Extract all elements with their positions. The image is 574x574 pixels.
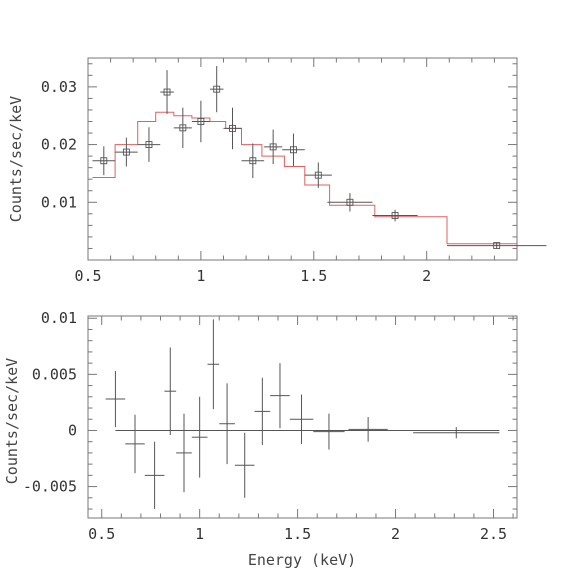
square-marker (197, 118, 205, 125)
residual-data-point (234, 432, 255, 498)
residual-data-point (313, 413, 345, 450)
square-marker (269, 143, 277, 151)
spectrum-data-point (173, 107, 192, 149)
residual-data-point (270, 363, 290, 429)
y-tick-label: 0.005 (32, 365, 77, 383)
spectrum-data-points (92, 66, 547, 250)
square-marker (346, 198, 354, 206)
square-marker (290, 146, 297, 154)
spectrum-data-point (447, 242, 547, 250)
residuals-plot-frame (87, 315, 518, 519)
residuals-x-tick-labels: 0.5 1 1.5 2 2.5 (88, 525, 507, 543)
square-marker (179, 124, 187, 132)
x-tick-label: 1.5 (284, 525, 311, 543)
square-marker (229, 124, 236, 132)
y-tick-label: 0.02 (41, 136, 77, 154)
residual-data-points (105, 319, 500, 510)
spectrum-panel: 0.5 1 1.5 2 0.01 0.02 0.03 Counts/sec/keV (7, 57, 547, 285)
square-marker (122, 148, 130, 156)
residual-data-point (164, 347, 177, 435)
residual-data-point (289, 394, 314, 444)
spectrum-data-point (191, 100, 210, 143)
residual-data-point (219, 383, 235, 465)
spectrum-data-point (209, 66, 224, 113)
x-tick-label: 1 (195, 525, 204, 543)
residual-data-point (144, 441, 165, 510)
model-step-line (92, 111, 517, 245)
y-tick-label: -0.005 (23, 478, 77, 496)
spectrum-x-tick-labels: 0.5 1 1.5 2 (74, 267, 431, 285)
spectrum-data-point (372, 209, 418, 222)
x-tick-label: 2.5 (480, 525, 507, 543)
x-tick-label: 0.5 (74, 267, 101, 285)
square-marker (163, 88, 171, 96)
spectrum-data-point (160, 70, 174, 114)
y-tick-label: 0.01 (41, 309, 77, 327)
x-axis-label: Energy (keV) (248, 551, 356, 569)
x-tick-label: 2 (391, 525, 400, 543)
x-tick-label: 1.5 (300, 267, 327, 285)
square-marker (145, 141, 153, 149)
spectrum-y-axis-label: Counts/sec/keV (7, 96, 25, 222)
square-marker (391, 212, 399, 220)
residual-data-point (191, 396, 208, 478)
residuals-axis-ticks (88, 316, 517, 518)
residual-data-point (207, 319, 220, 410)
residuals-panel: 0.5 1 1.5 2 2.5 -0.005 0 0.005 0.01 Counts/sec/… (3, 309, 518, 569)
residual-data-point (254, 377, 271, 446)
y-tick-label: 0.03 (41, 78, 77, 96)
spectrum-plot-frame (87, 57, 518, 261)
residual-data-point (413, 427, 500, 439)
residual-data-point (176, 413, 192, 493)
spectrum-data-point (304, 162, 332, 188)
residual-data-point (105, 370, 126, 428)
spectrum-data-point (92, 146, 116, 176)
square-marker (249, 157, 257, 165)
spectrum-axis-ticks (87, 58, 518, 261)
square-marker (213, 85, 221, 93)
spectrum-data-point (223, 107, 242, 150)
spectrum-data-point (115, 137, 138, 167)
square-marker (314, 171, 322, 179)
spectrum-data-point (282, 133, 305, 166)
spectrum-data-point (241, 143, 265, 179)
residual-data-point (125, 414, 145, 474)
x-tick-label: 0.5 (88, 525, 115, 543)
residuals-y-axis-label: Counts/sec/keV (3, 358, 21, 484)
spectrum-data-point (137, 127, 161, 162)
residuals-y-tick-labels: -0.005 0 0.005 0.01 (23, 309, 77, 495)
spectrum-data-point (327, 193, 373, 212)
y-tick-label: 0.01 (41, 193, 77, 211)
spectrum-y-tick-labels: 0.01 0.02 0.03 (41, 78, 77, 211)
spectrum-data-point (264, 129, 283, 165)
x-tick-label: 1 (196, 267, 205, 285)
y-tick-label: 0 (68, 421, 77, 439)
residual-data-point (348, 417, 388, 442)
square-marker (493, 242, 501, 250)
x-tick-label: 2 (422, 267, 431, 285)
square-marker (100, 157, 108, 165)
